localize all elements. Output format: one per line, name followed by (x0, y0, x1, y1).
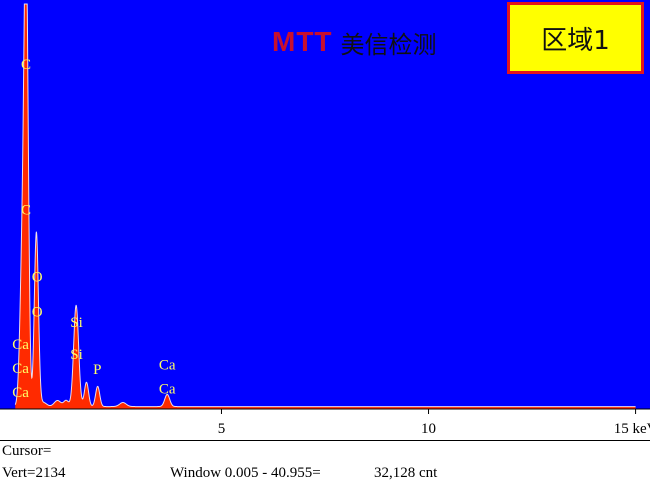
x-tick-label: 10 (421, 421, 436, 437)
cursor-readout: Cursor= (2, 443, 52, 459)
peak-label: Si (70, 315, 83, 331)
peak-label: O (32, 305, 43, 321)
region-label: 区域1 (541, 25, 610, 56)
x-tick-label: 5 (218, 421, 226, 437)
peak-label: Ca (159, 382, 176, 398)
logo-text: 美信检测 (340, 30, 437, 59)
peak-label: Ca (12, 361, 29, 377)
spectrum-layer (14, 3, 636, 409)
peak-label: O (32, 269, 43, 285)
x-axis-ticks: 5 10 15 keV (218, 409, 650, 437)
region-badge: 区域1 (507, 2, 644, 74)
peak-label: C (21, 57, 31, 73)
count-readout: 32,128 cnt (374, 465, 438, 481)
x-tick-label: 15 keV (614, 421, 650, 437)
peak-label: Si (70, 347, 83, 363)
peak-label: Ca (12, 385, 29, 401)
logo-mark: MTT (272, 26, 333, 57)
peak-label: C (21, 203, 31, 219)
vertical-readout: Vert=2134 (2, 465, 66, 481)
spectrum-line (14, 3, 636, 408)
peak-label: Ca (12, 337, 29, 353)
peak-labels-layer: C C O O Si Si P Ca Ca Ca Ca Ca (12, 57, 176, 401)
peak-label: P (93, 362, 101, 378)
peak-label: Ca (159, 357, 176, 373)
window-readout: Window 0.005 - 40.955= (170, 465, 321, 481)
spectrum-area (15, 4, 636, 409)
mtt-logo: MTT 美信检测 (272, 24, 437, 60)
status-bar: Cursor= Vert=2134 Window 0.005 - 40.955=… (0, 440, 650, 489)
